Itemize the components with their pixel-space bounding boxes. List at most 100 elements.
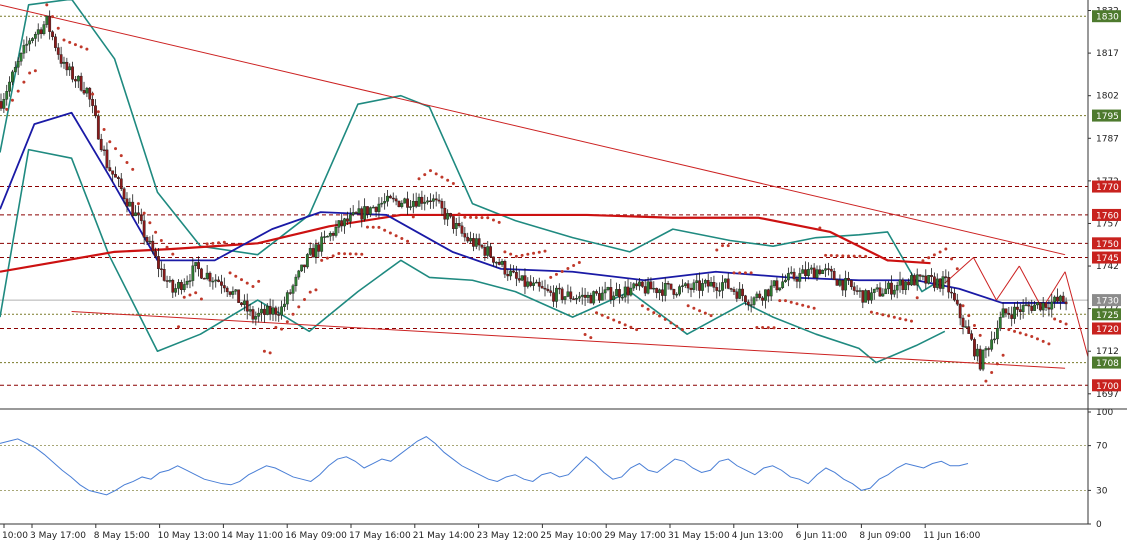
sar-dot bbox=[177, 325, 181, 329]
sar-dot bbox=[423, 173, 427, 177]
candle-body bbox=[177, 282, 180, 289]
candle-body bbox=[403, 198, 407, 204]
rsi-panel: 0 30 70 100 bbox=[0, 408, 1113, 530]
sar-dot bbox=[1024, 333, 1028, 337]
sar-dot bbox=[469, 215, 473, 219]
candle-body bbox=[137, 212, 140, 216]
sar-dot bbox=[211, 241, 215, 245]
candle-body bbox=[1058, 295, 1062, 302]
candle-body bbox=[383, 201, 387, 204]
candle-body bbox=[449, 213, 452, 217]
sar-dot bbox=[824, 253, 828, 257]
sar-dot bbox=[772, 326, 776, 330]
sar-dot bbox=[297, 305, 301, 309]
candle-body bbox=[861, 290, 865, 303]
sar-dot bbox=[543, 249, 547, 253]
candle-body bbox=[265, 305, 269, 315]
sar-dot bbox=[5, 107, 9, 111]
candle-body bbox=[280, 306, 283, 316]
candle-body bbox=[469, 238, 472, 242]
candle-body bbox=[629, 287, 633, 296]
candle-body bbox=[2, 99, 6, 109]
time-tick-label: 3 May 17:00 bbox=[30, 531, 86, 541]
time-tick-label: 8 May 15:00 bbox=[94, 531, 150, 541]
candle-body bbox=[993, 338, 996, 341]
candle-body bbox=[200, 268, 203, 279]
candle-body bbox=[586, 294, 590, 298]
candle-body bbox=[755, 293, 759, 298]
candle-body bbox=[666, 283, 670, 285]
candle-body bbox=[1004, 308, 1008, 314]
candle-body bbox=[22, 45, 26, 54]
candle-body bbox=[832, 271, 836, 280]
candle-body bbox=[801, 269, 805, 274]
candle-body bbox=[237, 289, 241, 303]
candle-body bbox=[786, 273, 790, 281]
candle-body bbox=[546, 288, 550, 291]
time-tick-label: 16 May 09:00 bbox=[285, 531, 347, 541]
candle-body bbox=[849, 280, 853, 287]
candle-body bbox=[712, 282, 716, 288]
sar-dot bbox=[343, 252, 347, 256]
candle-body bbox=[411, 200, 415, 207]
sar-dot bbox=[1035, 337, 1039, 341]
time-axis: 10:00 3 May 17:00 8 May 15:00 10 May 13:00 1… bbox=[2, 524, 981, 541]
sar-dot bbox=[646, 307, 650, 311]
sar-dot bbox=[56, 26, 60, 30]
price-level-label: 1725 bbox=[1096, 311, 1119, 321]
sar-dot bbox=[371, 225, 375, 229]
sar-dot bbox=[944, 247, 948, 251]
sar-dot bbox=[194, 291, 198, 295]
sar-dot bbox=[858, 254, 862, 258]
candle-body bbox=[881, 293, 885, 297]
candle-body bbox=[686, 283, 690, 289]
candle-body bbox=[1041, 302, 1045, 311]
sar-dot bbox=[291, 312, 295, 316]
candle-body bbox=[360, 208, 364, 220]
candle-body bbox=[978, 348, 982, 370]
sar-dot bbox=[142, 211, 146, 215]
sar-dot bbox=[1001, 353, 1005, 357]
sar-dot bbox=[640, 304, 644, 308]
sar-dot bbox=[91, 92, 95, 96]
sar-dot bbox=[360, 252, 364, 256]
candle-body bbox=[1044, 302, 1048, 308]
candle-body bbox=[271, 307, 275, 315]
time-tick-label: 23 May 12:00 bbox=[477, 531, 539, 541]
sar-dot bbox=[1007, 328, 1011, 332]
candle-body bbox=[870, 292, 873, 301]
candle-body bbox=[317, 244, 321, 252]
candle-body bbox=[368, 207, 372, 215]
candle-body bbox=[366, 206, 369, 215]
candle-body bbox=[274, 307, 278, 315]
candle-body bbox=[904, 281, 908, 291]
candle-body bbox=[721, 282, 724, 291]
candle-body bbox=[205, 272, 209, 279]
sar-dot bbox=[921, 259, 925, 263]
sar-dot bbox=[446, 178, 450, 182]
candle-body bbox=[1007, 312, 1011, 315]
sar-dot bbox=[595, 311, 599, 315]
candle-body bbox=[612, 295, 616, 301]
sar-dot bbox=[491, 218, 495, 222]
candle-body bbox=[924, 275, 928, 284]
sar-dot bbox=[1041, 339, 1045, 343]
candle-body bbox=[749, 304, 753, 306]
price-level-badge bbox=[1092, 356, 1121, 369]
candle-body bbox=[506, 274, 510, 277]
candle-body bbox=[1047, 307, 1051, 310]
rsi-tick-label: 0 bbox=[1096, 520, 1102, 530]
forecast-zigzag-segment bbox=[995, 265, 1020, 301]
sar-dot bbox=[325, 256, 329, 260]
sar-dot bbox=[131, 167, 135, 171]
candle-body bbox=[741, 288, 744, 297]
candle-body bbox=[638, 281, 641, 287]
sar-dot bbox=[428, 169, 432, 173]
candle-body bbox=[228, 291, 232, 295]
sar-dot bbox=[984, 379, 988, 383]
candle-body bbox=[437, 199, 441, 202]
candle-body bbox=[537, 281, 541, 287]
price-level-label: 1708 bbox=[1096, 359, 1119, 369]
candle-body bbox=[540, 286, 544, 289]
candle-body bbox=[895, 285, 899, 291]
